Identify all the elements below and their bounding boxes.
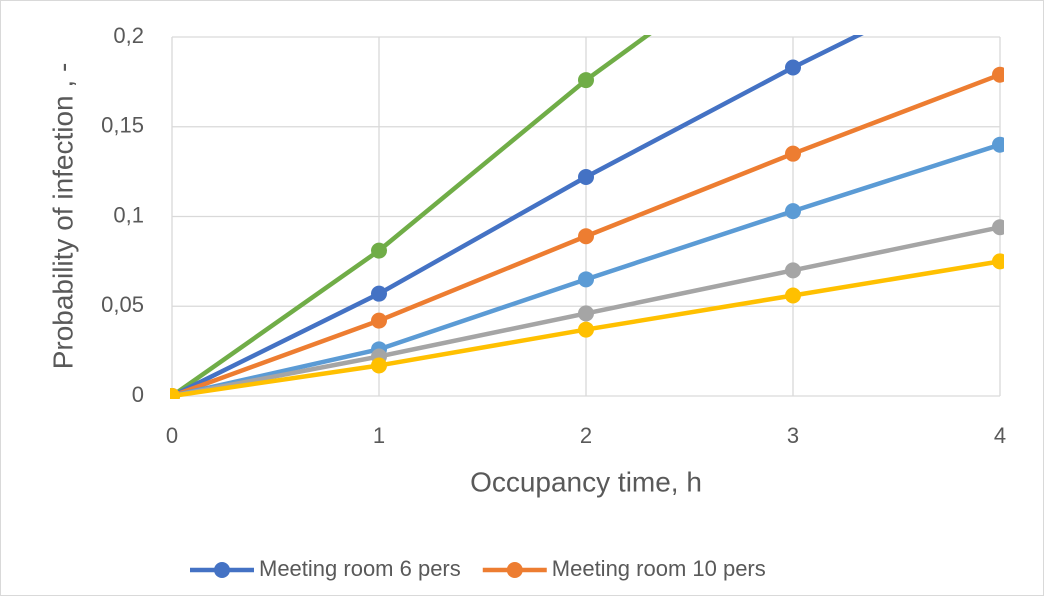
data-point — [578, 169, 594, 186]
legend-label: Meeting room 10 pers — [552, 556, 766, 581]
data-point — [578, 72, 594, 89]
data-point — [371, 357, 387, 374]
y-tick-label: 0,15 — [101, 113, 144, 138]
data-point — [371, 242, 387, 259]
data-point — [785, 262, 801, 279]
data-point — [785, 203, 801, 220]
data-point — [170, 388, 180, 399]
data-point — [785, 145, 801, 162]
data-point — [578, 228, 594, 245]
y-tick-label: 0,05 — [101, 292, 144, 317]
y-axis-title: Probability of infection , - — [47, 63, 78, 370]
legend-marker — [506, 562, 523, 578]
legend-label: Meeting room 6 pers — [259, 556, 461, 581]
legend-marker — [214, 562, 230, 578]
data-point — [578, 321, 594, 338]
data-point — [992, 136, 1004, 153]
x-axis-title: Occupancy time, h — [470, 466, 702, 497]
x-tick-label: 0 — [166, 423, 178, 448]
y-tick-label: 0,1 — [113, 202, 144, 227]
plot-area — [170, 35, 1004, 399]
data-point — [992, 66, 1004, 83]
x-tick-label: 4 — [994, 423, 1006, 448]
x-tick-label: 1 — [373, 423, 385, 448]
data-point — [992, 219, 1004, 236]
data-point — [371, 285, 387, 302]
y-tick-label: 0,2 — [113, 23, 144, 48]
data-point — [992, 253, 1004, 270]
y-tick-label: 0 — [132, 382, 144, 407]
data-point — [371, 312, 387, 329]
data-point — [578, 305, 594, 322]
data-point — [785, 287, 801, 304]
data-point — [578, 271, 594, 288]
x-tick-label: 2 — [580, 423, 592, 448]
data-point — [785, 59, 801, 76]
x-tick-label: 3 — [787, 423, 799, 448]
